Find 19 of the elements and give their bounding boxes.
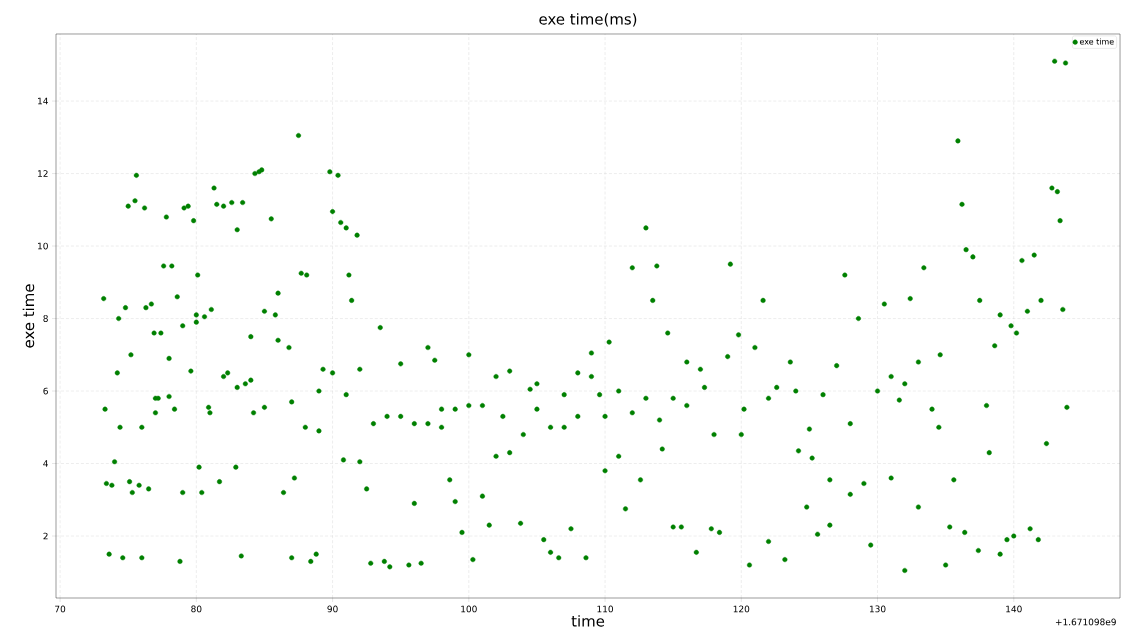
chart-title: exe time(ms): [539, 13, 637, 27]
x-tick-label: 100: [461, 605, 477, 613]
y-tick-label: 10: [38, 242, 48, 250]
y-tick-label: 12: [38, 170, 48, 177]
y-tick-label: 14: [38, 97, 48, 105]
y-tick-label: 2: [43, 532, 48, 540]
y-tick-label: 6: [43, 387, 48, 395]
x-tick-label: 80: [191, 605, 202, 613]
x-tick-label: 140: [1006, 605, 1022, 613]
x-tick-label: 120: [733, 605, 750, 613]
x-axis-title: time: [571, 615, 605, 627]
y-tick-label: 4: [43, 460, 48, 467]
x-tick-label: 70: [55, 605, 66, 613]
text: +1.671098e9: [1055, 618, 1116, 626]
x-tick-label: 130: [869, 605, 886, 613]
y-axis-title: exe time: [22, 284, 35, 348]
x-tick-label: 110: [597, 605, 614, 613]
x-tick-label: 90: [327, 605, 338, 613]
y-tick-label: 8: [43, 315, 48, 322]
